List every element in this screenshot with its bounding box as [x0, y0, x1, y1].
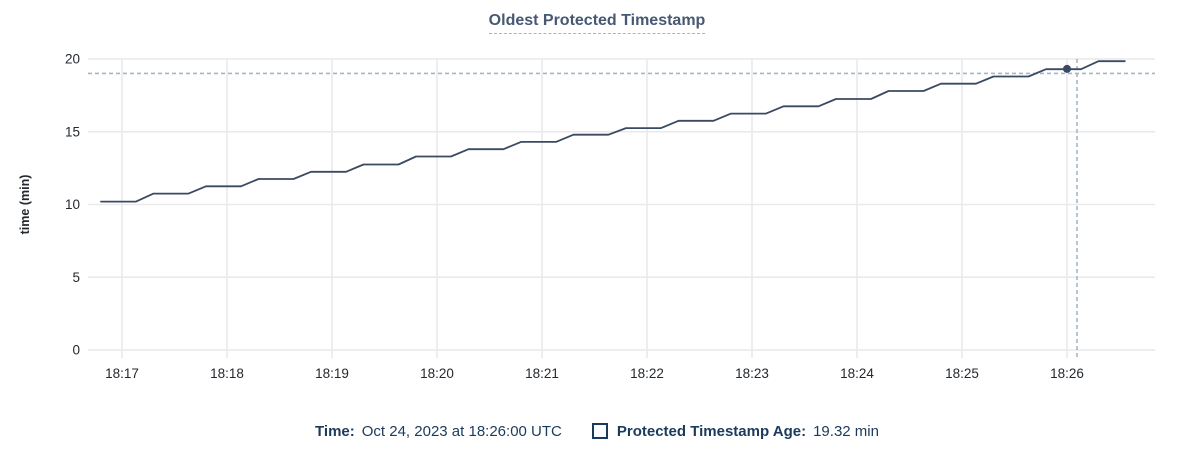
y-tick-label: 20 — [65, 52, 80, 67]
x-tick-label: 18:20 — [420, 366, 454, 381]
series-line — [100, 60, 1126, 203]
x-tick-label: 18:18 — [210, 366, 244, 381]
y-tick-label: 15 — [65, 124, 80, 139]
legend-series-label: Protected Timestamp Age: — [616, 422, 807, 440]
x-tick-label: 18:23 — [735, 366, 769, 381]
y-axis-title: time (min) — [18, 175, 32, 235]
y-tick-label: 0 — [72, 343, 80, 358]
legend-time-label: Time: — [315, 422, 355, 440]
chart-title[interactable]: Oldest Protected Timestamp — [488, 12, 706, 34]
legend-series-value: 19.32 min — [813, 422, 879, 440]
chart-canvas[interactable]: 0 5 10 15 20 18:17 18:18 18:19 18:20 18:21 18:22 18… — [0, 0, 1194, 400]
legend-time-value: Oct 24, 2023 at 18:26:00 UTC — [361, 422, 562, 440]
x-tick-label: 18:19 — [315, 366, 349, 381]
chart-header: Oldest Protected Timestamp — [0, 12, 1194, 34]
x-tick-label: 18:25 — [945, 366, 979, 381]
x-tick-label: 18:21 — [525, 366, 559, 381]
legend-time-group: Time: Oct 24, 2023 at 18:26:00 UTC — [315, 423, 562, 440]
chart-plot-area[interactable] — [88, 59, 1155, 350]
y-tick-label: 5 — [72, 270, 80, 285]
legend-series-group: Protected Timestamp Age: 19.32 min — [591, 422, 879, 440]
y-tick-label: 10 — [65, 197, 80, 212]
x-tick-label: 18:24 — [840, 366, 874, 381]
hover-dot — [1063, 64, 1071, 73]
x-tick-label: 18:22 — [630, 366, 664, 381]
chart-legend: Time: Oct 24, 2023 at 18:26:00 UTC Prote… — [0, 417, 1194, 445]
x-tick-label: 18:17 — [105, 366, 139, 381]
legend-series-swatch[interactable] — [591, 423, 608, 439]
x-tick-label: 18:26 — [1050, 366, 1084, 381]
